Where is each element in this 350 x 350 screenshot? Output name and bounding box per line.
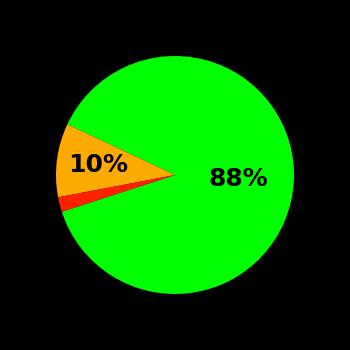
Wedge shape bbox=[62, 56, 294, 294]
Text: 88%: 88% bbox=[208, 167, 268, 191]
Text: 10%: 10% bbox=[69, 153, 128, 177]
Wedge shape bbox=[58, 175, 175, 212]
Wedge shape bbox=[56, 124, 175, 197]
